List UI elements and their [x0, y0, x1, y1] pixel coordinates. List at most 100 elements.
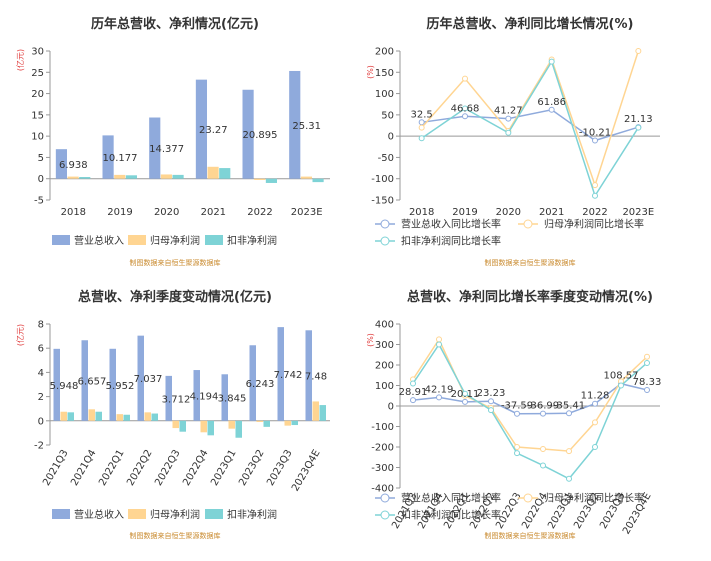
legend-label: 扣非净利润 [227, 234, 277, 247]
series-point-2 [514, 444, 520, 450]
legend-label: 归母净利润同比增长率 [544, 218, 644, 231]
legend-swatch [52, 509, 70, 519]
chart-title: 历年总营收、净利同比增长情况(%) [427, 16, 634, 32]
legend-swatch [52, 235, 70, 245]
x-tick-label: 2021 [539, 207, 564, 218]
y-tick-label: 10 [31, 132, 44, 143]
y-tick-label: -150 [371, 196, 394, 207]
legend-label: 营业总收入 [74, 508, 124, 521]
bar-2 [160, 174, 172, 179]
bar-1 [195, 79, 207, 179]
legend-marker [380, 510, 390, 520]
series-point-3 [410, 380, 416, 387]
data-label: 61.86 [537, 97, 566, 108]
series-point-3 [548, 58, 555, 65]
legend-label: 归母净利润 [150, 508, 200, 521]
series-point-3 [540, 462, 546, 469]
series-point-3 [514, 450, 520, 457]
data-label: 6.243 [246, 379, 275, 390]
y-tick-label: 4 [38, 368, 44, 379]
series-point-3 [418, 135, 425, 142]
bar-1 [289, 70, 301, 179]
bar-1 [53, 348, 60, 421]
legend-marker [523, 219, 533, 229]
series-point-3 [644, 359, 650, 366]
legend-swatch [128, 235, 146, 245]
annual-values-chart: 历年总营收、净利情况(亿元) (亿元) -5 0 5 10 15 20 25 30 2018 2019… [15, 16, 330, 267]
y-tick-label: 0 [38, 416, 44, 427]
x-tick-label: 2023E [622, 207, 654, 218]
x-tick-label: 2022Q1 [97, 448, 126, 488]
series-point-3 [618, 382, 624, 389]
unit-label: (%) [366, 333, 375, 347]
series-point-1 [462, 113, 468, 120]
series-point-1 [418, 119, 425, 126]
x-tick-label: 2022Q3 [153, 448, 182, 488]
bar-3 [125, 175, 137, 179]
bar-3 [219, 168, 231, 179]
data-label: 5.948 [50, 381, 79, 392]
y-tick-label: 25 [31, 68, 44, 79]
series-point-1 [505, 115, 512, 122]
series-point-1 [514, 410, 520, 417]
bar-3 [79, 177, 91, 179]
y-tick-label: 30 [31, 47, 44, 58]
bar-2 [228, 420, 235, 429]
data-label: 6.657 [78, 377, 107, 388]
data-label: 32.5 [411, 109, 433, 120]
series-point-1 [566, 410, 572, 417]
series-point-2 [635, 48, 642, 54]
bar-1 [221, 374, 228, 421]
legend-label: 归母净利润 [150, 234, 200, 247]
y-tick-label: 15 [31, 110, 44, 121]
x-tick-label: 2023Q2 [237, 448, 266, 488]
y-tick-label: 300 [375, 340, 394, 351]
data-label: 11.28 [581, 391, 610, 402]
bar-1 [249, 345, 256, 421]
x-tick-label: 2021Q3 [41, 448, 70, 488]
bar-1 [305, 330, 312, 421]
data-label: 23.23 [477, 388, 506, 399]
x-tick-label: 2022 [247, 207, 272, 218]
x-tick-label: 2018 [61, 207, 86, 218]
source-note: 制图数据来自恒生聚源数据库 [130, 258, 221, 267]
x-tick-label: 2022Q2 [125, 448, 154, 488]
y-tick-label: 200 [375, 361, 394, 372]
series-point-3 [462, 390, 468, 397]
x-tick-label: 2023Q1 [209, 448, 238, 488]
bar-3 [95, 411, 102, 421]
data-label: -35.41 [553, 400, 585, 411]
y-tick-label: -100 [371, 422, 394, 433]
bar-2 [207, 166, 219, 179]
series-point-3 [488, 407, 494, 414]
data-label: -37.59 [501, 401, 533, 412]
x-tick-label: 2023E [291, 207, 323, 218]
series-point-3 [635, 124, 642, 131]
legend-label: 扣非净利润同比增长率 [401, 509, 501, 522]
bar-1 [102, 135, 114, 179]
data-label: 3.712 [162, 394, 191, 405]
series-point-1 [462, 398, 468, 405]
series-point-1 [410, 397, 416, 404]
bar-3 [235, 420, 242, 438]
legend-marker [380, 236, 390, 246]
bar-1 [109, 348, 116, 421]
bar-2 [67, 176, 79, 179]
bar-2 [254, 178, 266, 180]
series-point-3 [592, 192, 598, 199]
data-label: 23.27 [199, 125, 228, 136]
bar-2 [116, 414, 123, 421]
series-point-3 [592, 444, 598, 450]
series-point-1 [488, 398, 494, 405]
bar-3 [265, 178, 277, 183]
y-tick-label: 0 [388, 402, 394, 413]
series-point-3 [436, 341, 442, 348]
bar-2 [256, 420, 263, 423]
bar-2 [200, 420, 207, 433]
bar-3 [263, 420, 270, 427]
data-label: 7.742 [274, 370, 303, 381]
bar-3 [67, 412, 74, 421]
bar-3 [179, 420, 186, 432]
bar-1 [149, 117, 161, 179]
y-tick-label: -200 [371, 443, 394, 454]
